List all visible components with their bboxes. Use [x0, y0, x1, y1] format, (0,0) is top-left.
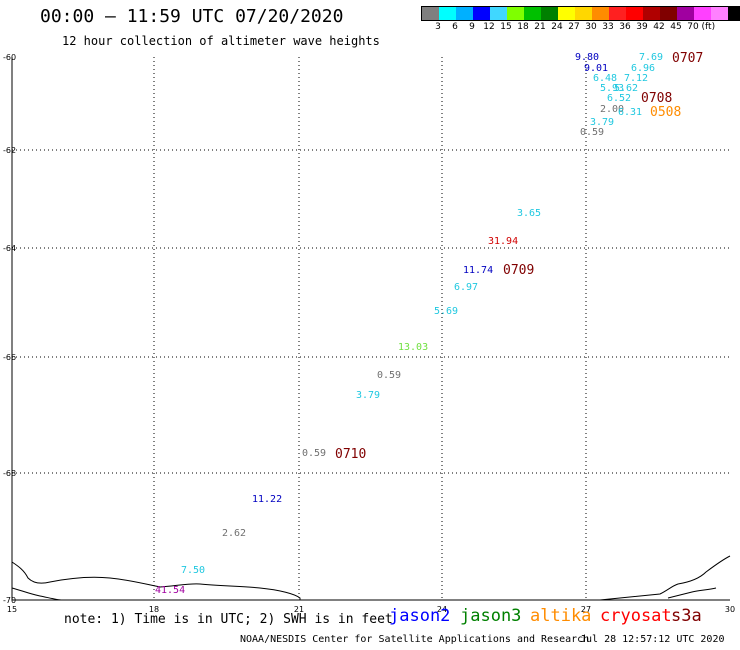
wave-height-reading: 31.94	[488, 236, 518, 247]
wave-height-reading: 7.69	[639, 52, 663, 63]
color-swatch	[575, 7, 592, 20]
satellite-jason2: jason2	[389, 606, 451, 626]
longitude-label: 18	[149, 605, 159, 614]
credit-line: NOAA/NESDIS Center for Satellite Applica…	[240, 634, 590, 645]
color-scale-tick: 18	[517, 22, 529, 32]
wave-height-reading: 3.79	[590, 117, 614, 128]
latitude-label: -68	[3, 469, 16, 478]
color-swatch	[609, 7, 626, 20]
longitude-labels: 15 18 21 24 27 30	[7, 605, 735, 614]
wave-height-reading: 5.69	[434, 306, 458, 317]
color-swatch	[541, 7, 558, 20]
color-scale-tick: 21	[534, 22, 546, 32]
wave-height-reading: 0.59	[580, 127, 604, 138]
satellite-cryosat: cryosat	[600, 606, 672, 626]
color-swatch	[677, 7, 694, 20]
wave-height-reading: 6.96	[631, 63, 655, 74]
latitude-label: -60	[3, 53, 16, 62]
longitude-label: 24	[437, 605, 447, 614]
longitude-label: 21	[294, 605, 304, 614]
color-swatch	[626, 7, 643, 20]
wave-height-reading: 0.59	[302, 448, 326, 459]
color-swatch	[490, 7, 507, 20]
wave-height-reading: 0.59	[377, 370, 401, 381]
latitude-label: -70	[3, 596, 16, 605]
color-swatch	[473, 7, 490, 20]
wave-height-reading: 3.65	[517, 208, 541, 219]
color-scale-tick: 33	[602, 22, 614, 32]
footer-note: note: 1) Time is in UTC; 2) SWH is in fe…	[64, 612, 393, 627]
wave-height-reading: 11.22	[252, 494, 282, 505]
satellite-s3a: s3a	[671, 606, 702, 626]
color-swatch	[711, 7, 728, 20]
color-scale-unit: (ft)	[701, 22, 716, 32]
wave-height-reading: 6.97	[454, 282, 478, 293]
pass-time-label: 0710	[335, 447, 366, 462]
color-scale-tick: 24	[551, 22, 563, 32]
wave-height-reading: 7.12	[624, 73, 648, 84]
color-scale-tick: 27	[568, 22, 580, 32]
map-frame	[11, 57, 730, 601]
map-title: 00:00 – 11:59 UTC 07/20/2020	[40, 6, 344, 27]
color-swatch	[694, 7, 711, 20]
latitude-label: -66	[3, 353, 16, 362]
satellite-altika: altika	[530, 606, 592, 626]
wave-height-reading: 5.93	[600, 83, 624, 94]
longitude-label: 30	[725, 605, 735, 614]
wave-height-readings: 9.80 7.69 0707 9.01 6.96 6.48 7.125.935.626.52…	[155, 51, 703, 596]
color-swatch	[558, 7, 575, 20]
color-scale-tick: 6	[452, 22, 458, 32]
wave-height-reading: 6.48	[593, 73, 617, 84]
color-scale-legend: 3 6 9 12 15 18 21 24 27 30 33 36 39 42 45 70 (ft)	[421, 6, 740, 35]
color-scale-tick: 9	[469, 22, 475, 32]
color-scale-tick: 45	[670, 22, 682, 32]
latitude-label: -64	[3, 244, 16, 253]
wave-height-reading: 3.79	[356, 390, 380, 401]
color-swatch	[507, 7, 524, 20]
satellite-jason3: jason3	[460, 606, 522, 626]
color-scale-swatches	[421, 6, 740, 21]
generated-timestamp: Jul 28 12:57:12 UTC 2020	[580, 634, 725, 645]
wave-height-reading: 7.50	[181, 565, 205, 576]
pass-time-label: 0708	[641, 91, 672, 106]
wave-height-reading: 9.01	[584, 63, 608, 74]
wave-height-reading: 2.62	[222, 528, 246, 539]
color-scale-tick: 70	[687, 22, 699, 32]
color-swatch	[592, 7, 609, 20]
wave-height-reading: 6.31	[618, 107, 642, 118]
color-scale-tick: 39	[636, 22, 648, 32]
longitude-label: 27	[581, 605, 591, 614]
pass-time-label: 0508	[650, 105, 681, 120]
wave-height-reading: 11.74	[463, 265, 493, 276]
map-subtitle: 12 hour collection of altimeter wave hei…	[62, 34, 380, 48]
color-swatch	[660, 7, 677, 20]
color-swatch	[456, 7, 473, 20]
color-swatch	[728, 7, 740, 20]
color-scale-tick: 15	[500, 22, 512, 32]
wave-height-reading: 41.54	[155, 585, 185, 596]
wave-height-reading: 2.00	[600, 104, 624, 115]
color-swatch	[439, 7, 456, 20]
color-scale-ticks: 3 6 9 12 15 18 21 24 27 30 33 36 39 42 45 70 (ft)	[421, 21, 740, 35]
wave-height-reading: 5.62	[614, 83, 638, 94]
antarctic-coastline	[11, 555, 731, 601]
color-swatch	[643, 7, 660, 20]
color-scale-tick: 36	[619, 22, 631, 32]
color-swatch	[422, 7, 439, 20]
color-scale-tick: 42	[653, 22, 665, 32]
wave-height-reading: 13.03	[398, 342, 428, 353]
pass-time-label: 0709	[503, 263, 534, 278]
color-scale-tick: 3	[435, 22, 441, 32]
color-scale-tick: 30	[585, 22, 597, 32]
latitude-labels: -60 -62 -64 -66 -68 -70	[3, 53, 16, 605]
wave-height-reading: 6.52	[607, 93, 631, 104]
wave-height-reading: 9.80	[575, 52, 599, 63]
color-swatch	[524, 7, 541, 20]
latitude-label: -62	[3, 146, 16, 155]
graticule	[12, 57, 730, 600]
color-scale-tick: 12	[483, 22, 495, 32]
pass-time-label: 0707	[672, 51, 703, 66]
longitude-label: 15	[7, 605, 17, 614]
